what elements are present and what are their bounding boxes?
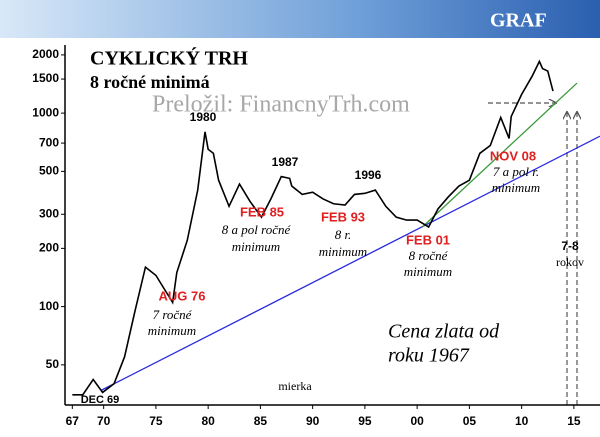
annotation: minimum [148, 323, 196, 338]
y-tick-label: 1500 [32, 71, 59, 85]
annotation: 1996 [355, 168, 382, 182]
annotation: 7 a pol r. [493, 164, 539, 179]
y-tick-label: 1000 [32, 105, 59, 119]
x-tick-label: 10 [515, 414, 529, 428]
annotation: 1980 [190, 110, 217, 124]
header-title: GRAF [490, 10, 547, 32]
x-tick-label: 67 [66, 414, 80, 428]
annotation: NOV 08 [490, 148, 536, 163]
y-tick-label: 500 [39, 164, 59, 178]
annotation: mierka [278, 379, 312, 393]
annotation: minimum [232, 239, 280, 254]
x-tick-label: 90 [306, 414, 320, 428]
annotation: rokov [556, 255, 584, 269]
x-tick-label: 75 [149, 414, 163, 428]
annotation: 1987 [272, 155, 299, 169]
annotation: roku 1967 [388, 345, 470, 367]
price-line [72, 59, 554, 396]
annotation: 8 a pol ročné [222, 222, 292, 237]
x-tick-label: 15 [567, 414, 581, 428]
annotation: FEB 01 [406, 232, 450, 247]
annotation: 8 ročné minimá [90, 72, 210, 92]
annotation: DEC 69 [81, 394, 120, 406]
annotation: 7 ročné [153, 307, 193, 322]
header-bar [0, 0, 600, 38]
x-tick-label: 00 [410, 414, 424, 428]
x-tick-label: 70 [97, 414, 111, 428]
annotation: AUG 76 [159, 288, 206, 303]
trend-line [101, 135, 600, 391]
y-tick-label: 300 [39, 206, 59, 220]
annotation: 7-8 [561, 239, 579, 253]
x-tick-label: 85 [254, 414, 268, 428]
arrows [488, 103, 577, 405]
annotation: 8 r. [335, 227, 352, 242]
annotation: minimum [404, 264, 452, 279]
annotation: FEB 93 [321, 209, 365, 224]
annotation: minimum [492, 180, 540, 195]
annotation: Cena zlata od [388, 321, 500, 343]
annotation: CYKLICKÝ TRH [90, 47, 248, 70]
x-tick-label: 80 [201, 414, 215, 428]
x-tick-label: 95 [358, 414, 372, 428]
y-tick-label: 700 [39, 135, 59, 149]
y-tick-label: 50 [46, 357, 60, 371]
annotation: minimum [319, 244, 367, 259]
annotation: 8 ročné [409, 248, 449, 263]
y-tick-label: 200 [39, 241, 59, 255]
x-tick-label: 05 [463, 414, 477, 428]
annotation: Preložil: FinancnyTrh.com [152, 92, 410, 118]
trend-line [421, 82, 578, 228]
y-tick-label: 100 [39, 299, 59, 313]
y-tick-label: 2000 [32, 47, 59, 61]
annotation: FEB 85 [240, 204, 284, 219]
